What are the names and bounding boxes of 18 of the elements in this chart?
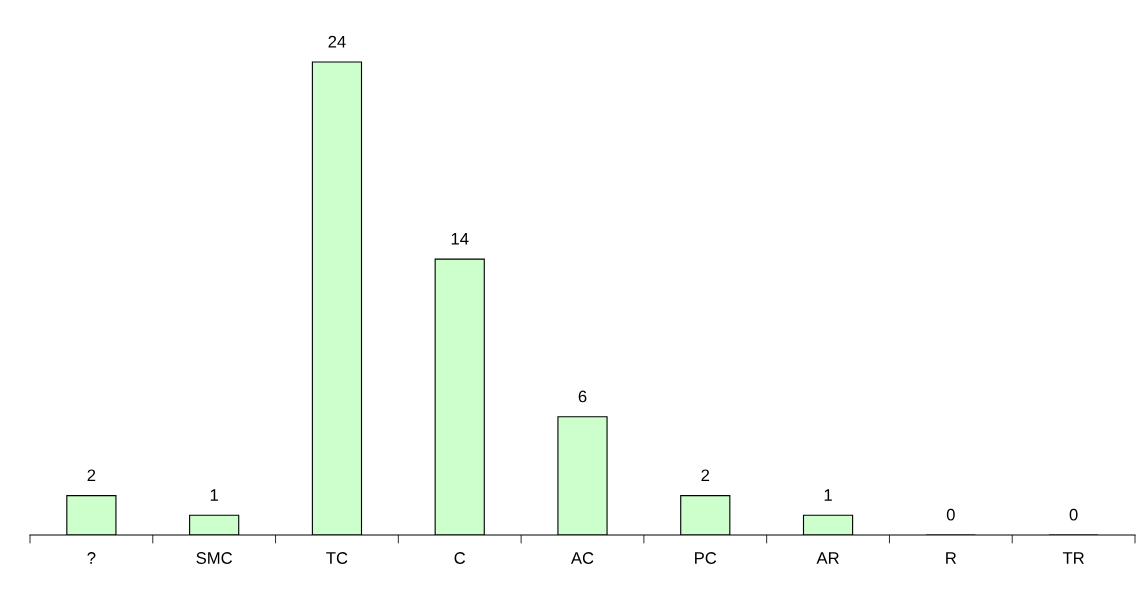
x-tick-label: R [946,552,957,564]
x-tick-label: C [454,552,466,564]
data-label: 1 [824,489,832,501]
x-tick-label: SMC [196,552,233,564]
data-label: 2 [701,469,710,482]
x-tick-label: AC [570,552,594,564]
x-tick-label: PC [695,552,717,564]
data-label: 6 [578,390,587,403]
x-tick-label: TR [1062,552,1084,564]
data-label: 24 [328,35,346,48]
x-tick-label: AR [816,552,839,564]
x-tick-label: ? [87,552,96,564]
data-label: 14 [451,233,469,245]
data-label: 1 [210,489,218,501]
x-tick-label: TC [326,552,348,564]
data-label: 0 [946,508,955,521]
data-label: 0 [1069,508,1078,521]
data-label: 2 [87,469,96,482]
